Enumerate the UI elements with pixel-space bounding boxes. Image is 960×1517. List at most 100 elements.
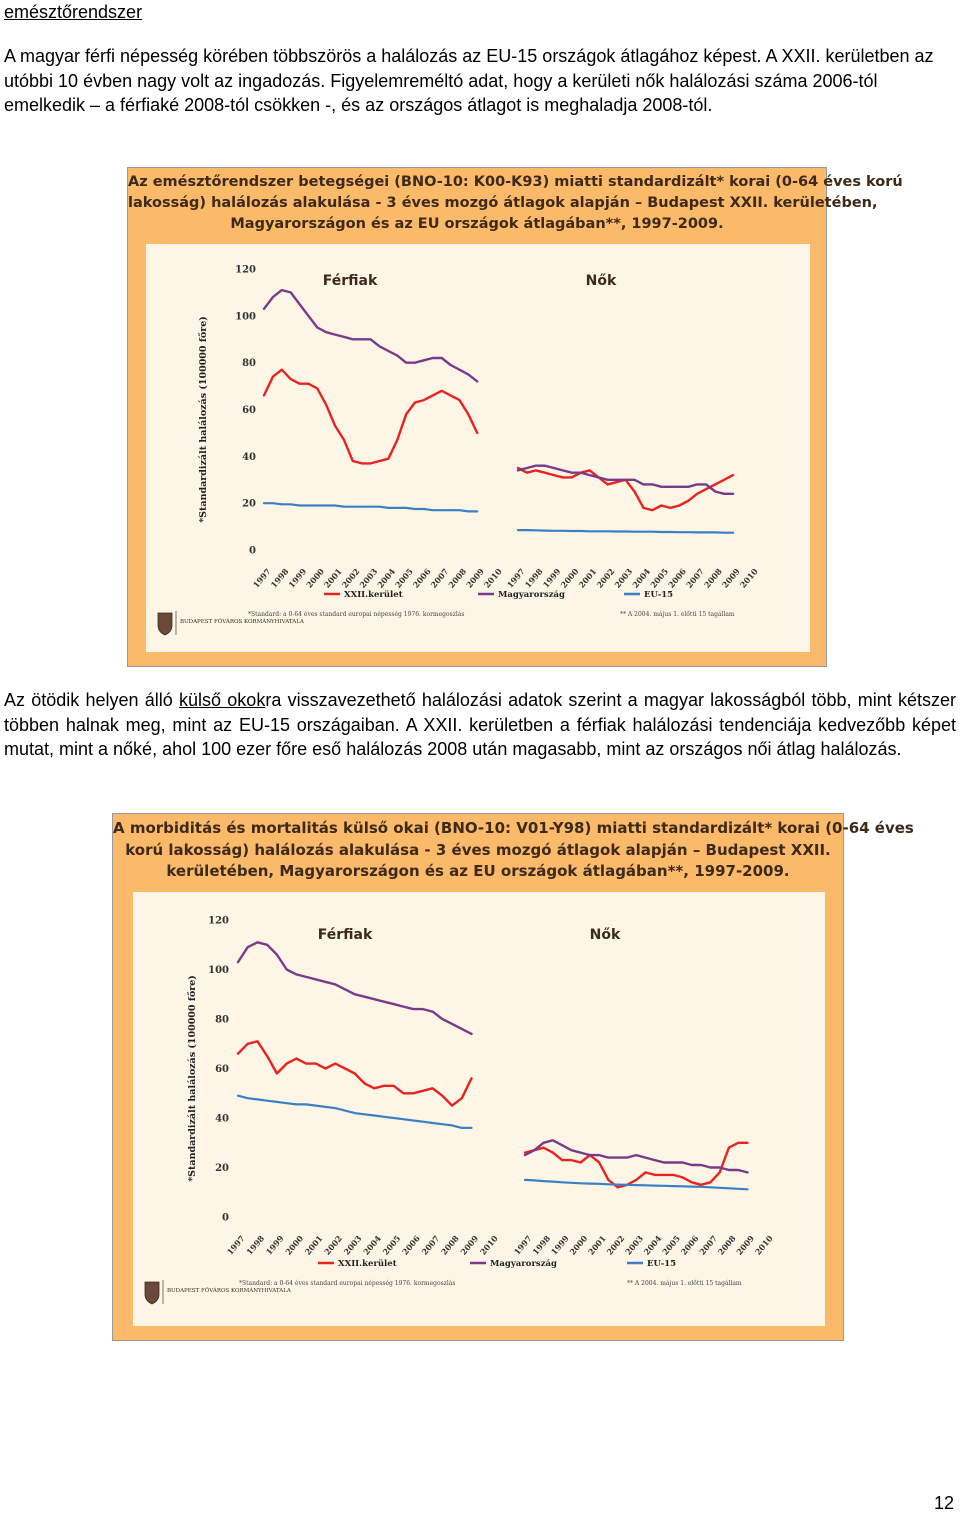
government-logo: BUDAPEST FŐVÁROS KORMÁNYHIVATALA bbox=[144, 1280, 292, 1305]
x-tick-label: 1999 bbox=[264, 1233, 286, 1257]
y-tick-label: 60 bbox=[215, 1064, 229, 1075]
panel-title: Nők bbox=[586, 273, 617, 289]
x-tick-label: 1998 bbox=[523, 566, 545, 590]
x-tick-label: 2001 bbox=[576, 566, 598, 589]
x-tick-label: 2009 bbox=[720, 566, 742, 590]
y-tick-label: 60 bbox=[242, 405, 256, 416]
x-tick-label: 2003 bbox=[341, 1233, 363, 1257]
footnote-standard: *Standard: a 0-64 éves standard europai … bbox=[239, 1280, 455, 1287]
x-tick-label: 2005 bbox=[648, 566, 670, 589]
x-tick-label: 2000 bbox=[283, 1233, 305, 1257]
y-tick-label: 80 bbox=[215, 1015, 229, 1026]
x-tick-label: 1999 bbox=[541, 566, 563, 590]
series-line bbox=[516, 464, 735, 496]
footnote-eu: ** A 2004. május 1. előtti 15 tagállam bbox=[620, 611, 735, 618]
panel-title: Férfiak bbox=[318, 927, 373, 943]
x-tick-label: 1998 bbox=[244, 1233, 266, 1257]
x-tick-label: 2004 bbox=[641, 1233, 663, 1257]
x-tick-label: 2002 bbox=[340, 566, 362, 589]
legend-label: EU-15 bbox=[644, 590, 673, 600]
x-tick-label: 2008 bbox=[716, 1233, 738, 1257]
chart-title-line: korú lakosság) halálozás alakulása - 3 é… bbox=[125, 840, 831, 859]
x-tick-label: 2009 bbox=[464, 566, 486, 590]
paragraph-text: ra visszavezethető halálozási adatok sze… bbox=[4, 690, 957, 759]
x-tick-label: 2008 bbox=[702, 566, 724, 590]
x-tick-label: 2005 bbox=[380, 1233, 402, 1256]
chart-title-line: Az emésztőrendszer betegségei (BNO-10: K… bbox=[128, 174, 903, 190]
x-tick-label: 2008 bbox=[439, 1233, 461, 1257]
x-tick-label: 2006 bbox=[411, 566, 433, 590]
series-line bbox=[523, 1178, 749, 1191]
x-tick-label: 1999 bbox=[549, 1233, 571, 1257]
underlined-term: külső okok bbox=[179, 690, 266, 710]
y-axis-label: *Standardizált halálozás (100000 főre) bbox=[187, 975, 198, 1182]
series-line bbox=[262, 368, 479, 465]
x-tick-label: 2003 bbox=[357, 566, 379, 590]
footnote-eu: ** A 2004. május 1. előtti 15 tagállam bbox=[627, 1280, 742, 1287]
section-heading: emésztőrendszer bbox=[4, 2, 143, 22]
y-tick-label: 0 bbox=[249, 546, 256, 557]
chart-title-line: kerületében, Magyarországon és az EU ors… bbox=[166, 862, 790, 880]
series-line bbox=[236, 1040, 473, 1107]
x-tick-label: 2010 bbox=[478, 1233, 500, 1257]
x-tick-label: 2007 bbox=[419, 1233, 441, 1256]
chart-title: A morbiditás és mortalitás külső okai (B… bbox=[113, 818, 914, 883]
chart-external-causes: A morbiditás és mortalitás külső okai (B… bbox=[112, 813, 914, 1341]
x-tick-label: 2005 bbox=[393, 566, 415, 589]
series-line bbox=[262, 502, 479, 513]
x-tick-label: 1997 bbox=[512, 1233, 534, 1256]
x-tick-label: 2000 bbox=[304, 566, 326, 590]
series-line bbox=[523, 1139, 749, 1174]
x-tick-label: 2001 bbox=[322, 566, 344, 589]
x-tick-label: 2001 bbox=[303, 1233, 325, 1256]
y-tick-label: 80 bbox=[242, 358, 256, 369]
x-tick-label: 2005 bbox=[660, 1233, 682, 1256]
y-tick-label: 40 bbox=[242, 452, 256, 463]
y-tick-label: 40 bbox=[215, 1114, 229, 1125]
x-tick-label: 2009 bbox=[458, 1233, 480, 1257]
panel-title: Nők bbox=[590, 927, 621, 943]
x-tick-label: 2006 bbox=[400, 1233, 422, 1257]
legend-label: Magyarország bbox=[490, 1258, 557, 1269]
legend-label: XXII.kerület bbox=[344, 589, 403, 600]
y-tick-label: 100 bbox=[235, 311, 256, 322]
paragraph-text: Az ötödik helyen álló bbox=[4, 690, 180, 710]
crest-icon bbox=[144, 1281, 160, 1305]
x-tick-label: 2007 bbox=[428, 566, 450, 589]
y-tick-label: 0 bbox=[222, 1213, 229, 1224]
chart-svg: 0 20 40 60 80 100 120 *Standardizált halálozás … bbox=[144, 916, 775, 1305]
chart-title-line: lakosság) halálozás alakulása - 3 éves m… bbox=[128, 195, 878, 211]
chart-plot-area: 0 20 40 60 80 100 120 *Standardizált halálozás … bbox=[133, 892, 825, 1326]
chart-svg: 0 20 40 60 80 100 120 *Standardizált halálozás … bbox=[157, 265, 760, 636]
legend-label: XXII.kerület bbox=[338, 1258, 397, 1269]
x-tick-label: 2006 bbox=[666, 566, 688, 590]
legend-label: EU-15 bbox=[647, 1259, 676, 1269]
chart-digestive: Az emésztőrendszer betegségei (BNO-10: K… bbox=[127, 167, 903, 667]
x-tick-label: 1997 bbox=[225, 1233, 247, 1256]
x-tick-label: 2007 bbox=[697, 1233, 719, 1256]
x-tick-label: 2002 bbox=[604, 1233, 626, 1256]
government-logo: BUDAPEST FŐVÁROS KORMÁNYHIVATALA bbox=[157, 611, 305, 636]
x-tick-label: 2000 bbox=[567, 1233, 589, 1257]
x-tick-label: 2008 bbox=[446, 566, 468, 590]
x-tick-label: 2001 bbox=[586, 1233, 608, 1256]
chart-title-line: A morbiditás és mortalitás külső okai (B… bbox=[113, 819, 914, 837]
x-tick-label: 2003 bbox=[623, 1233, 645, 1257]
logo-text: BUDAPEST FŐVÁROS KORMÁNYHIVATALA bbox=[167, 1287, 292, 1294]
y-tick-label: 120 bbox=[208, 916, 229, 927]
footnote-standard: *Standard: a 0-64 éves standard europai … bbox=[248, 611, 464, 618]
series-line bbox=[516, 466, 735, 512]
x-tick-label: 2002 bbox=[594, 566, 616, 589]
paragraph-external-causes: Az ötödik helyen álló külső okokra vissz… bbox=[4, 688, 956, 762]
legend-label: Magyarország bbox=[498, 589, 565, 600]
x-tick-label: 2002 bbox=[322, 1233, 344, 1256]
x-tick-label: 2004 bbox=[361, 1233, 383, 1257]
chart-title: Az emésztőrendszer betegségei (BNO-10: K… bbox=[128, 172, 903, 235]
x-tick-label: 2009 bbox=[734, 1233, 756, 1257]
x-tick-label: 2006 bbox=[679, 1233, 701, 1257]
x-tick-label: 2010 bbox=[753, 1233, 775, 1257]
y-tick-label: 120 bbox=[235, 265, 256, 276]
y-axis-label: *Standardizált halálozás (100000 főre) bbox=[198, 316, 209, 523]
panel-title: Férfiak bbox=[323, 273, 378, 289]
x-tick-label: 2004 bbox=[630, 566, 652, 590]
